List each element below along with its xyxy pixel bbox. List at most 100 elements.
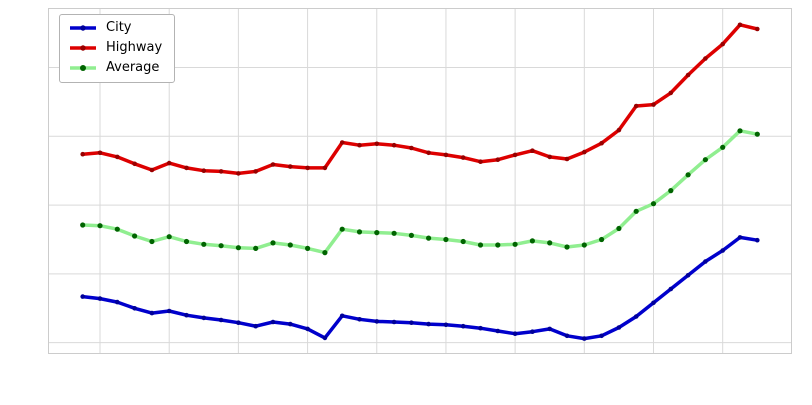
series-marker-highway	[288, 164, 293, 169]
series-marker-city	[478, 325, 483, 331]
series-marker-highway	[564, 156, 570, 162]
series-marker-city	[564, 333, 570, 339]
series-marker-highway	[547, 154, 552, 160]
series-marker-highway	[357, 142, 362, 148]
series-marker-city	[115, 299, 120, 305]
series-marker-city	[391, 319, 397, 325]
series-marker-highway	[236, 171, 241, 176]
series-marker-highway	[599, 140, 604, 146]
series-marker-city	[460, 323, 466, 329]
series-marker-city	[357, 317, 362, 322]
legend-label: Average	[106, 59, 160, 75]
line-chart	[49, 9, 791, 353]
series-marker-average	[720, 144, 726, 150]
legend-label: Highway	[106, 39, 163, 55]
series-marker-city	[530, 329, 535, 335]
legend-line-sample	[70, 45, 96, 52]
series-marker-city	[374, 319, 380, 324]
legend-item-average: Average	[68, 59, 162, 76]
series-marker-highway	[633, 103, 639, 109]
legend-item-highway: Highway	[68, 39, 163, 56]
series-marker-average	[149, 238, 155, 245]
series-marker-average	[201, 241, 207, 247]
legend-line-sample	[70, 65, 96, 72]
series-marker-highway	[132, 161, 137, 167]
series-marker-average	[702, 157, 709, 163]
series-marker-highway	[512, 152, 518, 158]
series-marker-city	[339, 313, 345, 319]
series-marker-city	[184, 312, 189, 318]
series-marker-city	[132, 306, 137, 311]
series-marker-average	[495, 242, 501, 248]
series-marker-highway	[495, 157, 501, 162]
series-marker-city	[288, 321, 293, 327]
series-marker-average	[235, 245, 241, 251]
series-marker-city	[270, 319, 276, 325]
series-line-average	[80, 129, 760, 255]
series-marker-highway	[720, 41, 725, 47]
series-marker-highway	[270, 162, 276, 167]
series-marker-average	[477, 242, 484, 248]
series-marker-average	[564, 244, 570, 250]
series-marker-highway	[582, 149, 587, 155]
legend-line-sample	[70, 25, 96, 32]
series-marker-city	[97, 296, 103, 301]
legend-item-city: City	[68, 20, 162, 36]
series-line-highway	[80, 23, 760, 176]
series-marker-city	[737, 235, 743, 240]
series-marker-average	[132, 233, 138, 239]
series-marker-city	[253, 323, 258, 329]
series-marker-average	[599, 236, 605, 243]
series-marker-average	[114, 226, 120, 232]
series-marker-highway	[530, 148, 535, 153]
series-marker-average	[97, 223, 103, 229]
series-marker-average	[685, 172, 691, 178]
series-marker-city	[426, 321, 431, 327]
series-marker-average	[166, 234, 172, 240]
series-marker-city	[409, 320, 414, 326]
series-marker-highway	[115, 154, 120, 160]
series-marker-highway	[218, 169, 224, 174]
legend-label: City	[106, 20, 132, 35]
series-marker-average	[529, 238, 535, 244]
series-marker-city	[218, 317, 224, 323]
series-marker-average	[287, 242, 293, 248]
series-marker-average	[443, 236, 449, 243]
series-marker-city	[685, 273, 691, 278]
series-marker-highway	[166, 160, 172, 166]
series-marker-city	[599, 333, 604, 339]
series-marker-average	[270, 240, 276, 246]
series-marker-highway	[703, 56, 708, 61]
series-marker-highway	[460, 155, 466, 160]
series-marker-average	[426, 235, 432, 241]
series-marker-highway	[478, 159, 483, 164]
series-marker-city	[236, 320, 241, 326]
series-marker-city	[495, 328, 501, 334]
series-marker-city	[305, 326, 310, 332]
legend: City Highway Average	[59, 14, 176, 83]
series-marker-average	[374, 230, 380, 236]
series-marker-highway	[97, 150, 103, 156]
series-marker-highway	[80, 151, 85, 157]
series-marker-average	[253, 245, 259, 251]
series-marker-average	[460, 238, 466, 245]
series-marker-highway	[426, 150, 431, 156]
series-marker-average	[183, 238, 190, 245]
series-marker-city	[755, 237, 760, 243]
series-marker-average	[80, 222, 86, 228]
series-marker-city	[166, 308, 172, 314]
series-marker-city	[703, 259, 708, 264]
series-line-city	[80, 235, 760, 341]
series-marker-highway	[755, 26, 760, 32]
series-marker-average	[408, 232, 414, 238]
plot-area: City Highway Average	[48, 8, 792, 354]
series-marker-highway	[374, 141, 380, 147]
series-marker-average	[391, 230, 397, 236]
series-marker-city	[547, 326, 552, 332]
series-marker-highway	[391, 142, 397, 148]
series-marker-city	[651, 300, 656, 306]
series-marker-average	[339, 226, 345, 232]
series-marker-city	[322, 335, 328, 341]
series-marker-highway	[339, 140, 345, 145]
